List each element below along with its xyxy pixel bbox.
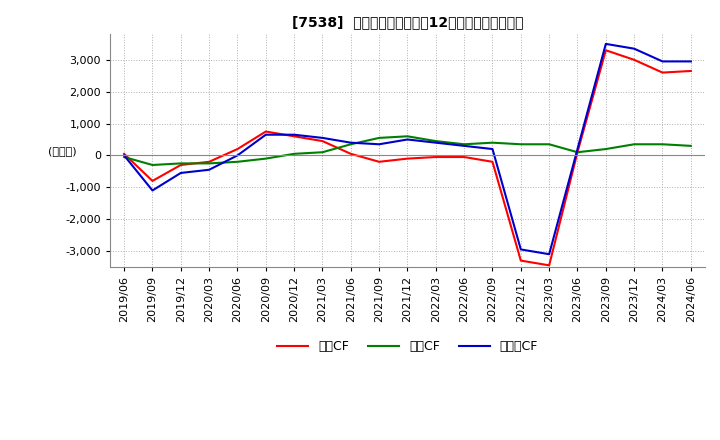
営業CF — [658, 70, 667, 75]
投資CF — [290, 151, 299, 157]
営業CF — [261, 129, 270, 134]
Legend: 営業CF, 投資CF, フリーCF: 営業CF, 投資CF, フリーCF — [271, 335, 543, 359]
投資CF — [686, 143, 695, 149]
投資CF — [346, 142, 355, 147]
営業CF — [601, 48, 610, 53]
投資CF — [658, 142, 667, 147]
投資CF — [148, 162, 157, 168]
営業CF — [346, 151, 355, 157]
フリーCF — [290, 132, 299, 137]
営業CF — [460, 154, 469, 160]
フリーCF — [261, 132, 270, 137]
フリーCF — [431, 140, 440, 145]
Line: フリーCF: フリーCF — [124, 44, 690, 254]
営業CF — [431, 154, 440, 160]
フリーCF — [403, 137, 412, 142]
投資CF — [460, 142, 469, 147]
投資CF — [318, 150, 327, 155]
フリーCF — [516, 247, 525, 252]
営業CF — [375, 159, 384, 165]
フリーCF — [545, 252, 554, 257]
フリーCF — [176, 170, 185, 176]
投資CF — [545, 142, 554, 147]
投資CF — [431, 139, 440, 144]
フリーCF — [601, 41, 610, 47]
Y-axis label: (百万円): (百万円) — [48, 146, 76, 156]
フリーCF — [204, 167, 213, 172]
フリーCF — [573, 147, 582, 152]
Line: 投資CF: 投資CF — [124, 136, 690, 165]
投資CF — [630, 142, 639, 147]
営業CF — [403, 156, 412, 161]
投資CF — [573, 150, 582, 155]
営業CF — [148, 178, 157, 183]
営業CF — [516, 258, 525, 263]
フリーCF — [318, 135, 327, 140]
営業CF — [318, 139, 327, 144]
営業CF — [630, 57, 639, 62]
フリーCF — [488, 147, 497, 152]
営業CF — [488, 159, 497, 165]
フリーCF — [346, 140, 355, 145]
フリーCF — [120, 153, 128, 158]
フリーCF — [686, 59, 695, 64]
フリーCF — [630, 46, 639, 51]
営業CF — [573, 150, 582, 155]
フリーCF — [148, 188, 157, 193]
Title: [7538]  キャッシュフローの12か月移動合計の推移: [7538] キャッシュフローの12か月移動合計の推移 — [292, 15, 523, 29]
フリーCF — [460, 143, 469, 149]
投資CF — [601, 147, 610, 152]
営業CF — [120, 151, 128, 157]
投資CF — [488, 140, 497, 145]
フリーCF — [658, 59, 667, 64]
営業CF — [290, 134, 299, 139]
営業CF — [686, 68, 695, 73]
フリーCF — [375, 142, 384, 147]
投資CF — [516, 142, 525, 147]
営業CF — [545, 263, 554, 268]
営業CF — [176, 162, 185, 168]
投資CF — [176, 161, 185, 166]
営業CF — [204, 159, 213, 165]
営業CF — [233, 147, 242, 152]
投資CF — [233, 159, 242, 165]
投資CF — [375, 135, 384, 140]
フリーCF — [233, 153, 242, 158]
投資CF — [261, 156, 270, 161]
投資CF — [120, 154, 128, 160]
Line: 営業CF: 営業CF — [124, 50, 690, 265]
投資CF — [204, 161, 213, 166]
投資CF — [403, 134, 412, 139]
